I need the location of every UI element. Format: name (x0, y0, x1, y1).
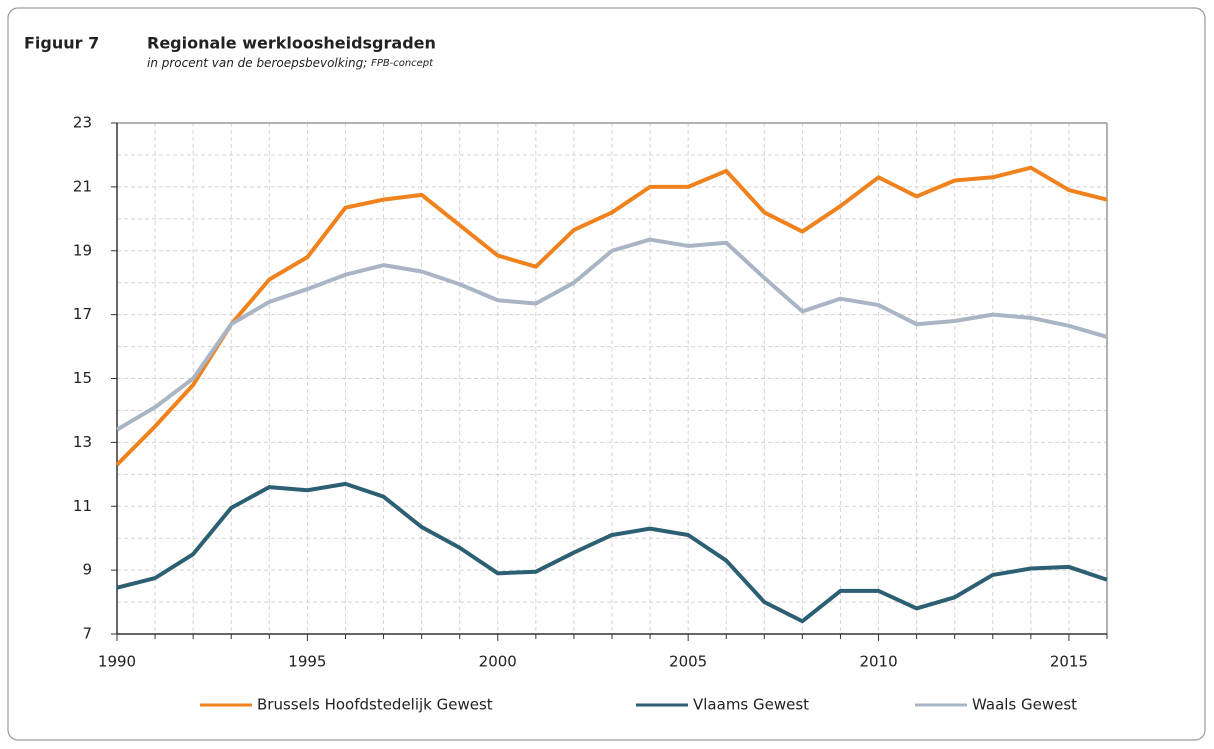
x-tick-label: 2000 (479, 653, 517, 671)
y-tick-label: 11 (73, 497, 92, 515)
y-tick-label: 17 (73, 305, 92, 323)
x-tick-label: 2010 (859, 653, 897, 671)
y-tick-label: 9 (82, 561, 92, 579)
y-tick-label: 21 (73, 177, 92, 195)
line-series (115, 165, 1108, 467)
x-tick-label: 1995 (288, 653, 326, 671)
figure-label: Figuur 7 (24, 34, 99, 53)
y-tick-label: 13 (73, 433, 92, 451)
legend-label: Brussels Hoofdstedelijk Gewest (257, 696, 493, 714)
y-tick-label: 19 (73, 241, 92, 259)
x-tick-label: 2015 (1050, 653, 1088, 671)
y-tick-label: 7 (82, 625, 92, 643)
line-series (116, 481, 1108, 624)
subtitle: in procent van de beroepsbevolking; (147, 56, 367, 70)
y-tick-label: 23 (73, 114, 92, 132)
chart-subtitle: in procent van de beroepsbevolking; FPB-… (147, 56, 434, 70)
x-tick-label: 1990 (98, 653, 136, 671)
legend-label: Waals Gewest (972, 696, 1077, 714)
subtitle-note: FPB-concept (371, 58, 434, 69)
line-series (115, 237, 1108, 432)
y-tick-label: 15 (73, 369, 92, 387)
legend-label: Vlaams Gewest (693, 696, 809, 714)
frame (7, 7, 1206, 741)
x-tick-label: 2005 (669, 653, 707, 671)
chart-title: Regionale werkloosheidsgraden (147, 34, 436, 53)
